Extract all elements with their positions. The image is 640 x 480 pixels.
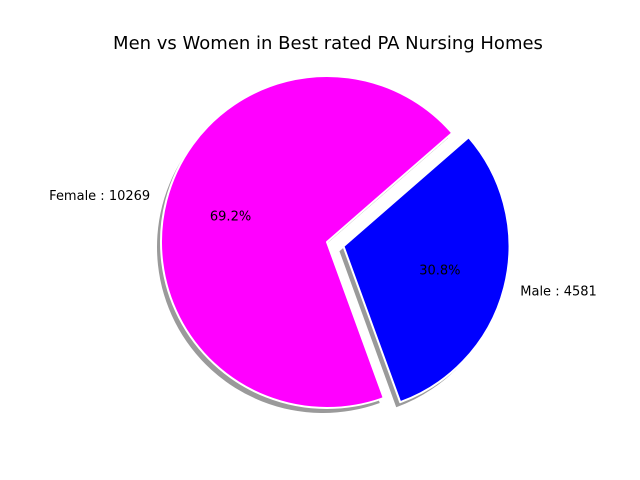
slice-layer xyxy=(160,75,511,409)
slice-percent-female: 69.2% xyxy=(210,210,251,225)
pie-slice-female xyxy=(160,75,454,409)
label-layer: Male : 4581 30.8% Female : 10269 69.2% xyxy=(49,189,597,300)
pie-slice-male xyxy=(342,136,511,404)
chart-title: Men vs Women in Best rated PA Nursing Ho… xyxy=(113,33,543,54)
slice-label-male: Male : 4581 xyxy=(520,284,597,299)
slice-label-female: Female : 10269 xyxy=(49,189,150,204)
slice-percent-male: 30.8% xyxy=(419,264,460,279)
